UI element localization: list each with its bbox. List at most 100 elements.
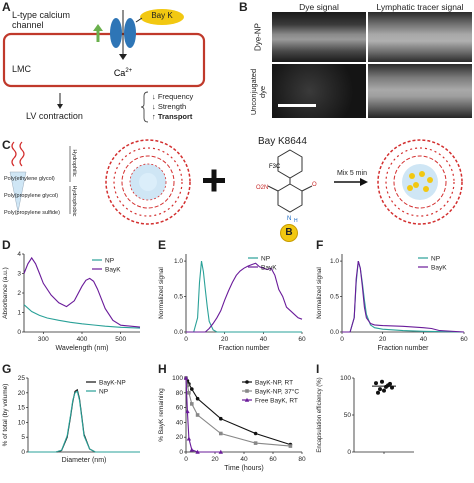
nh-group: N xyxy=(287,216,291,222)
x-tick-label: 500 xyxy=(115,336,126,343)
x-tick-label: 60 xyxy=(298,336,306,343)
effect-frequency: ↓ Frequency xyxy=(152,92,194,101)
panel-label-e: E xyxy=(158,238,167,252)
x-tick-label: 300 xyxy=(38,336,49,343)
data-point xyxy=(376,390,380,395)
y-tick-label: 25 xyxy=(18,375,26,382)
panel-label-b: B xyxy=(239,0,248,14)
legend-label: Free BayK, RT xyxy=(255,397,298,404)
nanoparticle-left xyxy=(105,139,191,225)
y-tick-label: 1.0 xyxy=(174,258,183,265)
row-label-dye-np: Dye-NP xyxy=(253,22,263,52)
effect-transport: ↑ Transport xyxy=(152,112,193,121)
channel-right-subunit xyxy=(124,18,136,48)
x-tick-label: 40 xyxy=(420,336,428,343)
drug-name: Bay K8644 xyxy=(258,136,307,147)
micrograph-unconj-tracer xyxy=(368,64,472,118)
data-point xyxy=(195,413,200,417)
legend-label: BayK xyxy=(261,264,277,271)
data-point xyxy=(253,431,258,436)
y-tick-label: 40 xyxy=(176,419,184,426)
legend-label: BayK-NP xyxy=(99,379,126,386)
legend-marker xyxy=(244,397,250,402)
legend-label: NP xyxy=(99,388,108,395)
cell-label: LMC xyxy=(12,64,32,74)
data-point xyxy=(219,416,223,421)
data-point xyxy=(253,441,258,445)
row-label-unconjugated: Unconjugated dye xyxy=(249,68,267,116)
nanoparticle-loaded xyxy=(377,139,463,225)
plus-sign xyxy=(203,169,225,192)
chart-e-fraction: 0.0 0.5 1.0 0 20 40 60 Fraction number Normalize… xyxy=(158,254,306,352)
effect-strength: ↓ Strength xyxy=(152,102,187,111)
panel-label-i: I xyxy=(316,362,320,376)
x-tick-label: 80 xyxy=(298,456,306,463)
y-tick-label: 20 xyxy=(176,434,184,441)
y-tick-label: 5 xyxy=(21,434,25,441)
panel-a-diagram: Ca2+ xyxy=(2,9,206,123)
no2-group: O2N xyxy=(256,185,268,191)
data-point xyxy=(185,383,190,388)
legend-marker xyxy=(245,380,249,384)
series-line-np xyxy=(186,261,302,333)
y-tick-label: 80 xyxy=(176,390,184,397)
legend-label: BayK-NP, 37°C xyxy=(255,387,299,395)
data-point xyxy=(374,381,378,386)
layer-ppg: Poly(propylene glycol) xyxy=(4,193,59,199)
y-tick-label: 0.5 xyxy=(174,294,183,301)
series-line-bayk-np xyxy=(28,388,140,453)
panel-label-c: C xyxy=(2,138,11,152)
data-point xyxy=(189,447,194,452)
x-tick-label: 60 xyxy=(269,456,277,463)
y-tick-label: 0.0 xyxy=(330,329,339,336)
hydrophobic-label: Hydrophobic xyxy=(71,185,77,217)
series-line-np xyxy=(23,304,141,329)
y-axis-label: Encapsulation efficiency (%) xyxy=(317,377,323,452)
y-tick-label: 20 xyxy=(18,390,26,397)
data-point xyxy=(185,409,190,414)
chart-i-encapsulation: 0 50 100 Encapsulation efficiency (%) xyxy=(317,375,414,456)
y-tick-label: 4 xyxy=(17,251,21,258)
y-axis-label: Normalized signal xyxy=(158,267,165,319)
mix-arrow xyxy=(334,178,368,186)
legend-label: NP xyxy=(105,257,114,264)
y-tick-label: 100 xyxy=(340,375,351,382)
x-tick-label: 20 xyxy=(221,336,229,343)
data-point xyxy=(190,402,194,406)
y-tick-label: 0 xyxy=(21,449,25,456)
legend-marker xyxy=(245,389,249,393)
legend-label: BayK xyxy=(431,264,447,271)
y-tick-label: 0 xyxy=(17,329,21,336)
panel-label-h: H xyxy=(158,362,167,376)
cf3-group: F3C xyxy=(269,164,281,170)
y-tick-label: 0.0 xyxy=(174,329,183,336)
x-axis-label: Time (hours) xyxy=(224,465,263,472)
legend-label: BayK-NP, RT xyxy=(255,379,293,386)
polymer-layer-labels: Poly(ethylene glycol) Poly(propylene gly… xyxy=(4,174,68,219)
data-point xyxy=(183,375,189,380)
x-axis-label: Fraction number xyxy=(219,345,271,352)
bayk-structure xyxy=(267,149,313,213)
data-point xyxy=(186,436,192,441)
panel-label-d: D xyxy=(2,238,11,252)
y-tick-label: 3 xyxy=(17,271,21,278)
data-point xyxy=(187,391,191,395)
chart-g-diameter: 0 5 10 15 20 25 Diameter (nm) % of total (by vo… xyxy=(2,375,140,464)
panel-label-g: G xyxy=(2,362,12,376)
layer-peg: Poly(ethylene glycol) xyxy=(4,176,55,182)
data-point xyxy=(219,431,223,436)
data-point xyxy=(386,383,390,388)
bayk-molecule xyxy=(140,9,184,25)
col-header-tracer: Lymphatic tracer signal xyxy=(376,2,464,12)
x-axis-label: Diameter (nm) xyxy=(62,457,107,464)
scale-bar xyxy=(278,104,316,107)
outcome-label: LV contraction xyxy=(26,111,83,121)
data-point xyxy=(380,379,384,384)
micrograph-dye-np-dye xyxy=(272,12,366,62)
data-point xyxy=(378,387,382,392)
x-tick-label: 60 xyxy=(460,336,468,343)
h-group: H xyxy=(294,218,298,224)
x-tick-label: 0 xyxy=(184,336,188,343)
y-tick-label: 60 xyxy=(176,405,184,412)
y-tick-label: 100 xyxy=(172,375,183,382)
